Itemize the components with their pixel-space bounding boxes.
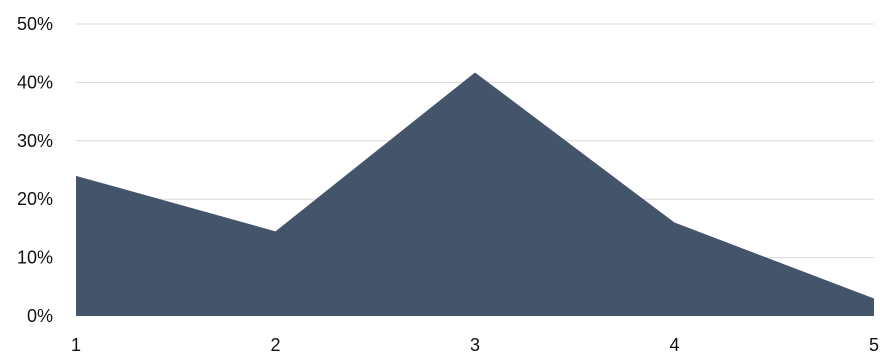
y-tick-label: 40% <box>17 72 53 92</box>
y-tick-label: 20% <box>17 189 53 209</box>
x-tick-label: 3 <box>470 335 480 355</box>
y-axis-labels: 0% 10% 20% 30% 40% 50% <box>17 14 53 326</box>
x-tick-label: 1 <box>71 335 81 355</box>
y-tick-label: 30% <box>17 131 53 151</box>
y-tick-label: 0% <box>27 306 53 326</box>
x-tick-label: 5 <box>869 335 879 355</box>
x-tick-label: 4 <box>669 335 679 355</box>
x-tick-label: 2 <box>270 335 280 355</box>
x-axis-labels: 1 2 3 4 5 <box>71 335 879 355</box>
series-layer <box>76 72 874 316</box>
y-tick-label: 50% <box>17 14 53 34</box>
y-tick-label: 10% <box>17 248 53 268</box>
area-series-shape <box>76 72 874 316</box>
